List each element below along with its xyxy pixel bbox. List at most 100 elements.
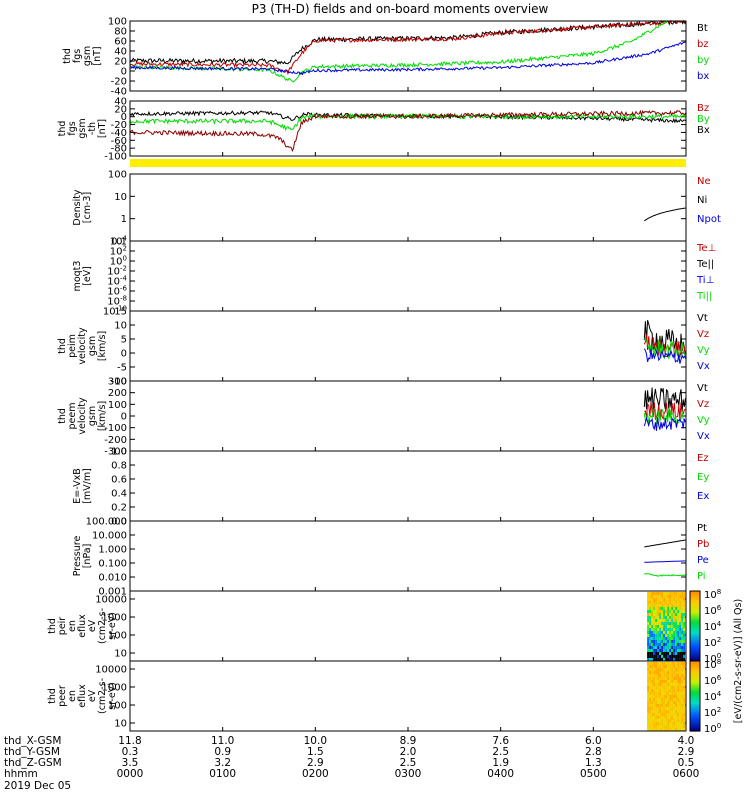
colorbar-segment [690, 643, 700, 646]
spectrogram-cell [663, 665, 666, 668]
spectrogram-cell [667, 628, 670, 631]
spectrogram-cell [665, 671, 668, 674]
y-tick-label: 0 [121, 112, 127, 123]
colorbar-segment [690, 595, 700, 598]
spectrogram-cell [655, 655, 658, 658]
spectrogram-cell [657, 701, 660, 704]
spectrogram-cell [671, 716, 674, 719]
spectrogram-cell [657, 677, 660, 680]
spectrogram-cell [671, 598, 674, 601]
spectrogram-cell [661, 674, 664, 677]
spectrogram-cell [675, 722, 678, 725]
spectrogram-cell [675, 616, 678, 619]
legend-Ne: Ne [697, 176, 711, 187]
spectrogram-cell [679, 655, 682, 658]
spectrogram-cell [659, 658, 662, 661]
spectrogram-cell [647, 628, 650, 631]
colorbar-segment [690, 703, 700, 705]
spectrogram-cell [673, 683, 676, 686]
colorbar-segment [690, 675, 700, 677]
spectrogram-cell [681, 704, 684, 707]
spectrogram-cell [677, 707, 680, 710]
spectrogram-cell [679, 677, 682, 680]
spectrogram-cell [679, 604, 682, 607]
spectrogram-cell [669, 713, 672, 716]
colorbar-segment [690, 609, 700, 612]
spectrogram-cell [651, 622, 654, 625]
spectrogram-cell [653, 701, 656, 704]
series-by-line [130, 19, 668, 83]
y-tick-label: -20 [111, 77, 127, 88]
spectrogram-cell [647, 658, 650, 661]
spectrogram-cell [651, 701, 654, 704]
spectrogram-cell [661, 677, 664, 680]
spectrogram-cell [655, 622, 658, 625]
panel-frame [129, 310, 687, 382]
spectrogram-cell [651, 643, 654, 646]
spectrogram-cell [675, 713, 678, 716]
spectrogram-cell [667, 643, 670, 646]
spectrogram-cell [671, 665, 674, 668]
spectrogram-cell [681, 625, 684, 628]
legend-Npot: Npot [697, 214, 721, 225]
y-tick-label: -300 [104, 447, 127, 458]
spectrogram-cell [675, 601, 678, 604]
panel-peim_velocity: 15 10 5 0 -5 -10 thdpeimvelocitygsm[km/s] Vt Vz V… [57, 307, 710, 388]
spectrogram-cell [669, 613, 672, 616]
spectrogram-cell [661, 622, 664, 625]
spectrogram-cell [651, 631, 654, 634]
spectrogram-cell [651, 683, 654, 686]
spectrogram-cell [671, 646, 674, 649]
spectrogram-cell [669, 637, 672, 640]
legend-Vz: Vz [697, 329, 709, 340]
colorbar-tick-label: 108 [704, 658, 721, 671]
spectrogram-cell [659, 622, 662, 625]
spectrogram-cell [675, 625, 678, 628]
spectrogram-cell [659, 649, 662, 652]
legend-Vt: Vt [697, 313, 708, 324]
spectrogram-cell [669, 607, 672, 610]
x-row-value: 2.9 [678, 746, 695, 758]
y-tick-label: 0.8 [111, 461, 127, 472]
spectrogram-cell [675, 668, 678, 671]
spectrogram-cell [671, 686, 674, 689]
x-row-value: 2.8 [585, 746, 602, 758]
spectrogram-cell [651, 677, 654, 680]
colorbar-segment [690, 603, 700, 606]
spectrogram-cell [657, 692, 660, 695]
spectrogram-cell [679, 622, 682, 625]
spectrogram-cell [669, 655, 672, 658]
colorbar-tick-label: 104 [704, 690, 722, 703]
spectrogram-cell [679, 662, 682, 665]
spectrogram-cell [681, 671, 684, 674]
series-Vx-line [643, 416, 686, 431]
spectrogram-cell [669, 598, 672, 601]
spectrogram-cell [665, 716, 668, 719]
spectrogram-cell [667, 613, 670, 616]
colorbar-segment [690, 631, 700, 634]
spectrogram-cell [671, 677, 674, 680]
y-tick-label: -40 [111, 87, 127, 98]
spectrogram-cell [647, 646, 650, 649]
spectrogram-cell [655, 695, 658, 698]
spectrogram-cell [681, 607, 684, 610]
spectrogram-cell [651, 668, 654, 671]
spectrogram-cell [683, 637, 686, 640]
spectrogram-cell [669, 707, 672, 710]
colorbar-tick-label: 106 [704, 674, 722, 687]
spectrogram-cell [671, 713, 674, 716]
spectrogram-cell [651, 634, 654, 637]
spectrogram-cell [653, 713, 656, 716]
spectrogram-cell [665, 613, 668, 616]
spectrogram-cell [673, 592, 676, 595]
spectrogram-cell [675, 649, 678, 652]
colorbar-segment [690, 593, 700, 596]
spectrogram-cell [647, 707, 650, 710]
spectrogram-cell [677, 649, 680, 652]
spectrogram-cell [669, 610, 672, 613]
spectrogram-cell [679, 619, 682, 622]
spectrogram-cell [665, 640, 668, 643]
spectrogram-cell [649, 634, 652, 637]
spectrogram-cell [655, 643, 658, 646]
spectrogram-cell [659, 640, 662, 643]
